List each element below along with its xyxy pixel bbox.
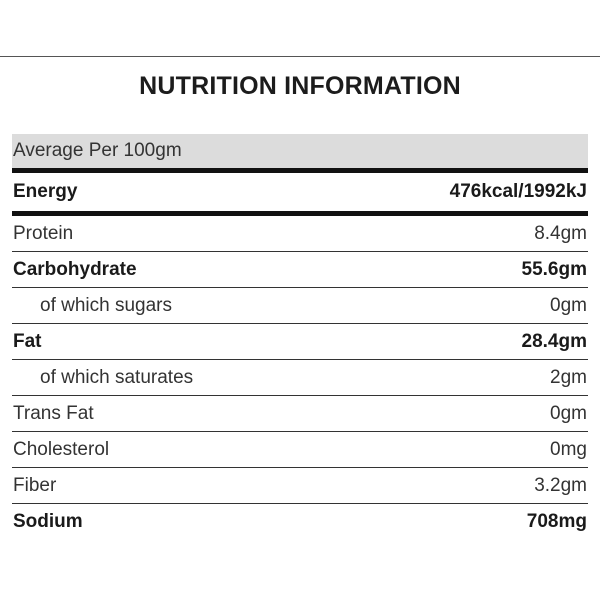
row-label: of which sugars	[40, 294, 173, 316]
header-label: Average Per 100gm	[13, 140, 182, 161]
row-fat: Fat 28.4gm	[12, 324, 588, 360]
row-label: Sodium	[13, 510, 83, 532]
row-value: 0gm	[550, 402, 587, 424]
row-value: 476kcal/1992kJ	[449, 181, 587, 202]
row-label: Protein	[13, 222, 74, 244]
row-label: Fat	[13, 330, 42, 352]
row-value: 708mg	[526, 510, 587, 532]
row-value: 0gm	[550, 294, 587, 316]
row-value: 8.4gm	[534, 222, 587, 244]
row-label: Trans Fat	[13, 402, 94, 424]
row-label: Carbohydrate	[13, 258, 137, 280]
row-carbohydrate: Carbohydrate 55.6gm	[12, 252, 588, 288]
row-label: Energy	[13, 181, 78, 202]
row-label: of which saturates	[40, 366, 194, 388]
row-fiber: Fiber 3.2gm	[12, 468, 588, 504]
row-value: 3.2gm	[534, 474, 587, 496]
row-energy: Energy 476kcal/1992kJ	[12, 173, 588, 216]
row-value: 55.6gm	[521, 258, 587, 280]
top-divider	[0, 56, 600, 57]
row-label: Fiber	[13, 474, 57, 496]
row-value: 2gm	[550, 366, 587, 388]
row-sugars: of which sugars 0gm	[12, 288, 588, 324]
row-trans-fat: Trans Fat 0gm	[12, 396, 588, 432]
row-protein: Protein 8.4gm	[12, 216, 588, 252]
row-cholesterol: Cholesterol 0mg	[12, 432, 588, 468]
row-value: 28.4gm	[521, 330, 587, 352]
page-title: NUTRITION INFORMATION	[139, 72, 461, 100]
row-value: 0mg	[550, 438, 587, 460]
table-header: Average Per 100gm	[12, 134, 588, 173]
row-sodium: Sodium 708mg	[12, 504, 588, 539]
nutrition-table: Average Per 100gm Energy 476kcal/1992kJ …	[12, 134, 588, 539]
row-label: Cholesterol	[13, 438, 110, 460]
row-saturates: of which saturates 2gm	[12, 360, 588, 396]
